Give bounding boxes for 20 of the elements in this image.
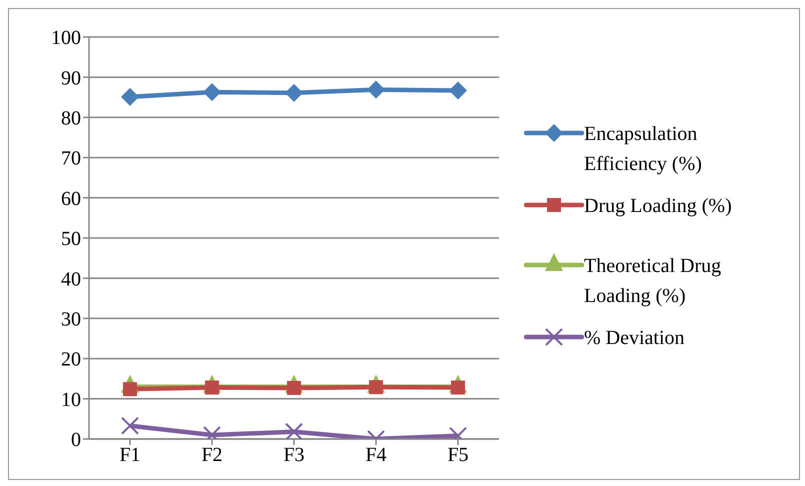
y-tick-label: 60 (61, 188, 81, 210)
y-tick-label: 0 (71, 429, 81, 452)
legend-label: Encapsulation Efficiency (%) (584, 122, 703, 177)
y-tick-label: 20 (61, 348, 81, 371)
x-tick-label: F2 (201, 444, 223, 466)
y-tick-label: 90 (61, 67, 81, 90)
legend-label: Theoretical Drug Loading (%) (584, 254, 722, 309)
y-tick-label: 70 (61, 148, 81, 170)
y-tick-label: 30 (61, 308, 81, 330)
y-tick-label: 10 (61, 388, 81, 411)
x-tick-label: F4 (365, 444, 387, 466)
legend-label: Drug Loading (%) (584, 194, 733, 219)
x-tick-label: F1 (119, 444, 141, 466)
legend-label: % Deviation (584, 326, 686, 351)
x-tick-label: F5 (447, 444, 469, 466)
y-tick-label: 80 (61, 108, 81, 130)
y-tick-label: 50 (61, 228, 81, 250)
y-tick-label: 40 (61, 268, 81, 290)
y-tick-label: 100 (51, 27, 81, 50)
x-tick-label: F3 (283, 444, 305, 466)
